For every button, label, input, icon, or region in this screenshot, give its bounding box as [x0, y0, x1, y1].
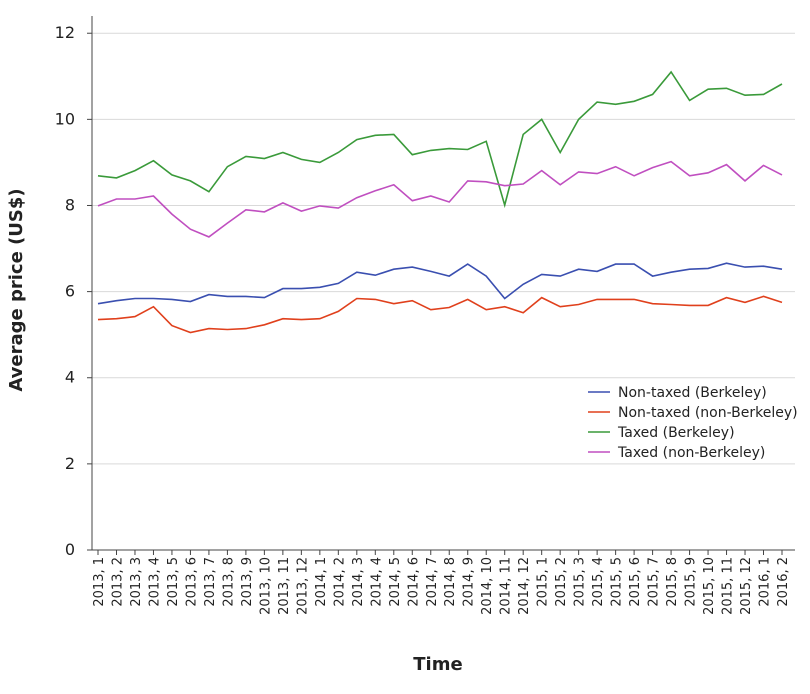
legend-label: Taxed (Berkeley): [617, 425, 735, 441]
x-tick-label: 2014, 8: [443, 557, 458, 607]
x-tick-label: 2015, 5: [610, 557, 625, 607]
x-tick-label: 2013, 11: [277, 557, 292, 615]
x-tick-label: 2014, 5: [388, 557, 403, 607]
y-tick-label: 10: [55, 109, 75, 128]
legend-label: Taxed (non-Berkeley): [617, 445, 765, 461]
x-tick-label: 2015, 1: [536, 557, 551, 607]
x-tick-label: 2015, 12: [739, 557, 754, 615]
x-tick-label: 2013, 2: [110, 557, 125, 607]
x-tick-label: 2015, 11: [721, 557, 736, 615]
x-tick-label: 2014, 4: [369, 557, 384, 607]
x-tick-label: 2014, 6: [406, 557, 421, 607]
x-tick-label: 2016, 2: [776, 557, 791, 607]
x-tick-label: 2014, 1: [314, 557, 329, 607]
y-tick-label: 2: [65, 454, 75, 473]
x-tick-label: 2014, 2: [332, 557, 347, 607]
x-tick-label: 2013, 6: [184, 557, 199, 607]
x-tick-label: 2014, 11: [499, 557, 514, 615]
x-tick-label: 2016, 1: [758, 557, 773, 607]
x-tick-label: 2014, 3: [351, 557, 366, 607]
x-tick-label: 2015, 10: [702, 557, 717, 615]
x-tick-label: 2013, 4: [147, 557, 162, 607]
series-line: [97, 70, 783, 209]
x-tick-label: 2015, 4: [591, 557, 606, 607]
y-tick-label: 4: [65, 368, 75, 387]
y-tick-label: 12: [55, 23, 75, 42]
x-tick-label: 2015, 3: [573, 557, 588, 607]
x-tick-label: 2013, 9: [240, 557, 255, 607]
x-tick-label: 2014, 12: [517, 557, 532, 615]
x-tick-label: 2015, 2: [554, 557, 569, 607]
x-tick-label: 2015, 7: [647, 557, 662, 607]
y-tick-label: 8: [65, 195, 75, 214]
y-tick-label: 0: [65, 540, 75, 559]
x-tick-label: 2013, 3: [129, 557, 144, 607]
x-tick-label: 2015, 8: [665, 557, 680, 607]
series-line: [97, 160, 783, 238]
x-tick-label: 2013, 10: [258, 557, 273, 615]
x-tick-label: 2013, 8: [221, 557, 236, 607]
x-axis-label: Time: [413, 654, 462, 675]
series-line: [97, 262, 783, 305]
x-tick-label: 2013, 12: [295, 557, 310, 615]
x-tick-label: 2015, 9: [684, 557, 699, 607]
x-tick-label: 2015, 6: [628, 557, 643, 607]
x-tick-label: 2014, 7: [425, 557, 440, 607]
legend-label: Non-taxed (Berkeley): [618, 385, 767, 401]
x-tick-label: 2013, 5: [166, 557, 181, 607]
x-tick-label: 2014, 10: [480, 557, 495, 615]
series-line: [97, 295, 783, 334]
x-tick-label: 2014, 9: [462, 557, 477, 607]
x-tick-label: 2013, 7: [203, 557, 218, 607]
y-tick-label: 6: [65, 282, 75, 301]
y-axis-label: Average price (US$): [6, 188, 27, 391]
legend-label: Non-taxed (non-Berkeley): [618, 405, 798, 421]
x-tick-label: 2013, 1: [92, 557, 107, 607]
